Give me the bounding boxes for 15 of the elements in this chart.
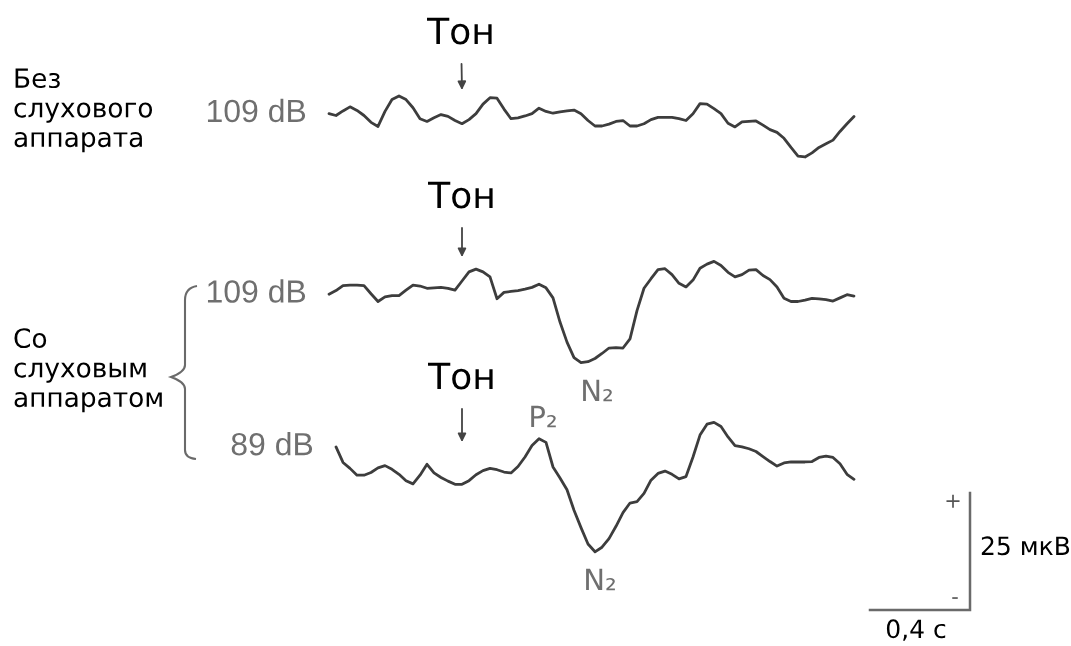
series-label: 109 dB [207, 98, 306, 123]
text: Со слуховым аппаратом [14, 328, 162, 413]
annotation: Тон [428, 362, 493, 390]
text: Без слухового аппарата [14, 68, 153, 153]
text: + [946, 494, 960, 508]
series-label: 89 dB [231, 432, 313, 456]
text: 0,4 с [886, 619, 946, 641]
annotation: Тон [428, 181, 493, 209]
annotation: P₂ [531, 405, 556, 428]
text: Тон [427, 17, 492, 45]
text: N₂ [586, 568, 615, 591]
text: - [952, 597, 958, 599]
text: 25 мкВ [981, 536, 1070, 556]
series-label: 109 dB [207, 279, 306, 303]
annotation: N₂ [583, 379, 612, 402]
